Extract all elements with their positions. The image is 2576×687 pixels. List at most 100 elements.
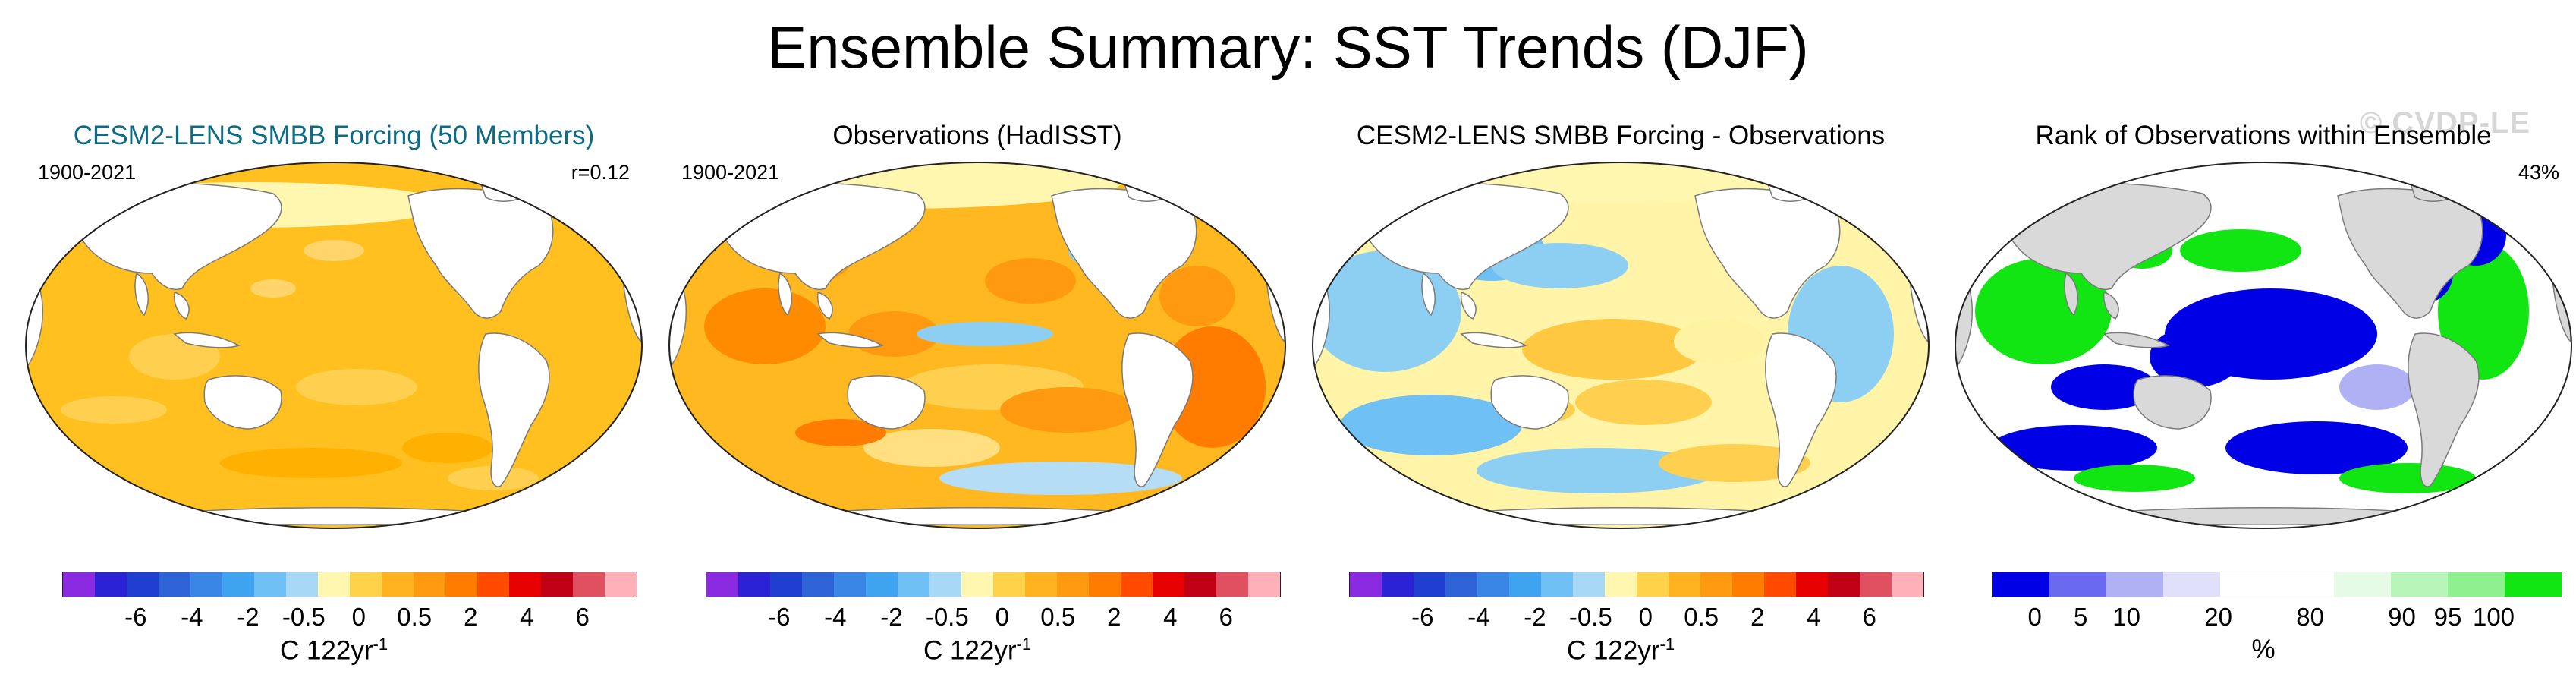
- colorbar-swatch: [2505, 572, 2562, 597]
- colorbar-tick-label: 4: [1807, 603, 1821, 631]
- field-patch: [2051, 364, 2157, 410]
- colorbar-tick-label: 95: [2433, 603, 2462, 631]
- colorbar-tick-label: -0.5: [1568, 603, 1612, 631]
- map-panel-3: CESM2-LENS SMBB Forcing - Observations -6…: [1310, 114, 1932, 676]
- colorbar-swatch: [1057, 572, 1089, 597]
- colorbar-swatch: [961, 572, 993, 597]
- colorbar-swatch: [1350, 572, 1382, 597]
- colorbar-swatch: [1605, 572, 1637, 597]
- colorbar-tick-label: -0.5: [925, 603, 969, 631]
- colorbar-swatch: [127, 572, 159, 597]
- colorbar-swatch: [190, 572, 222, 597]
- colorbar-swatch: [1669, 572, 1700, 597]
- colorbar-swatch: [605, 572, 637, 597]
- colorbar-swatch: [2163, 572, 2220, 597]
- colorbar-tick-label: -6: [768, 603, 791, 631]
- colorbar-tick-label: 10: [2112, 603, 2141, 631]
- colorbar-tick-label: 2: [1107, 603, 1121, 631]
- colorbar-tick-label: 2: [1750, 603, 1765, 631]
- landmass-samerica: [1121, 332, 1194, 487]
- colorbar-tick-label: 0: [995, 603, 1010, 631]
- map-area: [1952, 159, 2574, 531]
- field-patch: [2339, 364, 2415, 410]
- colorbar-tick-label: 6: [575, 603, 590, 631]
- colorbar-tick-label: -0.5: [282, 603, 326, 631]
- landmass-indonesia: [816, 332, 884, 348]
- colorbar-ticks: -6 -4 -2 -0.5 0 0.5 2 4 6: [62, 603, 636, 636]
- landmass-india: [2064, 272, 2078, 317]
- panel-title: Observations (HadISST): [832, 121, 1122, 150]
- period-label: 1900-2021: [38, 161, 137, 184]
- field-patch: [985, 258, 1076, 304]
- colorbar-swatch: [1892, 572, 1923, 597]
- field-patch: [1492, 243, 1628, 288]
- field-patch: [1340, 395, 1522, 455]
- colorbar-tick-label: -6: [1411, 603, 1434, 631]
- field-patch: [220, 448, 402, 478]
- colorbar-tick-label: 20: [2204, 603, 2232, 631]
- colorbar-tick-label: -4: [1467, 603, 1490, 631]
- colorbar-swatch: [834, 572, 866, 597]
- colorbar-tick-label: 2: [464, 603, 478, 631]
- colorbar-tick-label: 0.5: [397, 603, 432, 631]
- field-patch: [1000, 387, 1137, 433]
- colorbar-swatch: [63, 572, 95, 597]
- colorbar-swatch: [2220, 572, 2277, 597]
- map-area: [1310, 159, 1932, 531]
- colorbar-tick-label: 4: [1163, 603, 1178, 631]
- colorbar-swatch: [1025, 572, 1057, 597]
- colorbar-tick-label: 0.5: [1040, 603, 1076, 631]
- colorbar-units: C 122yr-1: [923, 635, 1032, 666]
- field-patch: [61, 396, 167, 424]
- colorbar-swatch: [993, 572, 1025, 597]
- landmass-antarctica: [779, 507, 1175, 525]
- landmass-australia: [2133, 375, 2212, 430]
- landmass-indonesia: [173, 332, 241, 348]
- colorbar-swatch: [1216, 572, 1248, 597]
- landmass-samerica: [478, 332, 550, 487]
- landmass-samerica: [2408, 332, 2480, 487]
- colorbar-tick-label: 80: [2296, 603, 2324, 631]
- landmass-antarctica: [136, 507, 532, 525]
- colorbar-tick-label: 0: [2027, 603, 2042, 631]
- colorbar-swatch: [95, 572, 127, 597]
- colorbar-swatch: [2391, 572, 2448, 597]
- colorbar-swatch: [1993, 572, 2049, 597]
- field-patch: [2180, 229, 2301, 272]
- colorbar-tick-label: 6: [1219, 603, 1233, 631]
- landmass-greenland: [477, 172, 532, 202]
- panel-title: Rank of Observations within Ensemble: [2035, 121, 2492, 150]
- colorbar-swatch: [1477, 572, 1509, 597]
- colorbar-swatch: [159, 572, 190, 597]
- colorbar-swatch: [1637, 572, 1669, 597]
- colorbar-swatch: [1121, 572, 1153, 597]
- landmass-greenland: [1764, 172, 1819, 202]
- map-outline: [1955, 162, 2572, 529]
- colorbar-swatch: [573, 572, 605, 597]
- colorbar-tick-label: 90: [2388, 603, 2416, 631]
- watermark: © CVDP-LE: [2359, 106, 2530, 140]
- landmass-australia: [847, 375, 926, 430]
- colorbar-swatch: [1184, 572, 1216, 597]
- colorbar-swatch: [929, 572, 961, 597]
- colorbar: [1992, 572, 2562, 597]
- colorbar-swatch: [1248, 572, 1280, 597]
- colorbar-swatch: [770, 572, 802, 597]
- field-patch: [2074, 465, 2195, 492]
- stat-label: r=0.12: [571, 161, 630, 184]
- colorbar-units: %: [2251, 635, 2276, 664]
- colorbar-swatch: [1153, 572, 1184, 597]
- field-patch: [1674, 319, 1765, 364]
- colorbar-swatch: [898, 572, 929, 597]
- landmass-samerica: [1765, 332, 1837, 487]
- colorbar-tick-label: -2: [1524, 603, 1546, 631]
- colorbar-swatch: [286, 572, 318, 597]
- robinson-map: [25, 162, 643, 529]
- map-panel-2: Observations (HadISST) 1900-2021 -6 -4 -2 -0.…: [666, 114, 1288, 676]
- colorbar-swatch: [1414, 572, 1445, 597]
- figure-title: Ensemble Summary: SST Trends (DJF): [767, 14, 1809, 80]
- landmass-indonesia: [1460, 332, 1527, 348]
- colorbar-swatch: [445, 572, 477, 597]
- map-outline: [25, 162, 643, 529]
- colorbar-tick-label: 4: [520, 603, 534, 631]
